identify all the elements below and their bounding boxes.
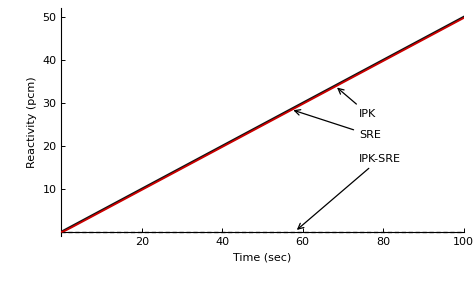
Text: IPK: IPK xyxy=(338,89,376,119)
Y-axis label: Reactivity (pcm): Reactivity (pcm) xyxy=(27,76,37,168)
Text: SRE: SRE xyxy=(295,110,381,140)
X-axis label: Time (sec): Time (sec) xyxy=(233,252,292,262)
Text: IPK-SRE: IPK-SRE xyxy=(298,154,401,229)
